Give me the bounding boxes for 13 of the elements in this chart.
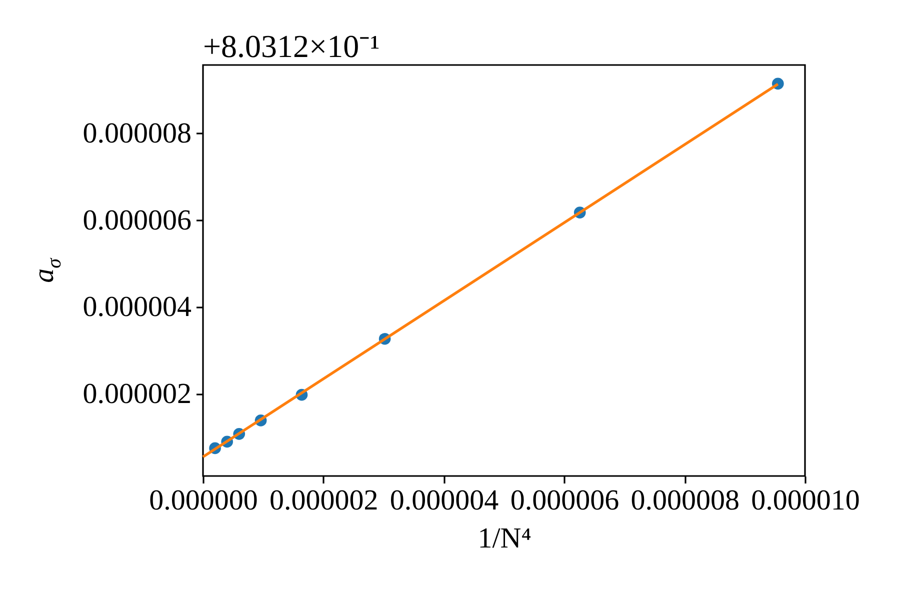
x-tick-label: 0.000004 bbox=[390, 484, 500, 516]
x-tick-label: 0.000008 bbox=[630, 484, 740, 516]
y-tick-label: 0.000008 bbox=[82, 118, 192, 150]
y-axis-title: aσ bbox=[28, 257, 66, 283]
y-tick-label: 0.000002 bbox=[82, 378, 192, 410]
x-tick-label: 0.000006 bbox=[510, 484, 620, 516]
y-tick-label: 0.000004 bbox=[82, 291, 192, 324]
x-tick-label: 0.000000 bbox=[149, 484, 258, 516]
y-tick-label: 0.000006 bbox=[82, 204, 192, 236]
x-tick-label: 0.000010 bbox=[751, 484, 860, 516]
x-axis-title: 1/N⁴ bbox=[478, 522, 532, 554]
text: +8.0312×10⁻¹ bbox=[203, 28, 380, 64]
x-tick-label: 0.000002 bbox=[270, 484, 378, 516]
